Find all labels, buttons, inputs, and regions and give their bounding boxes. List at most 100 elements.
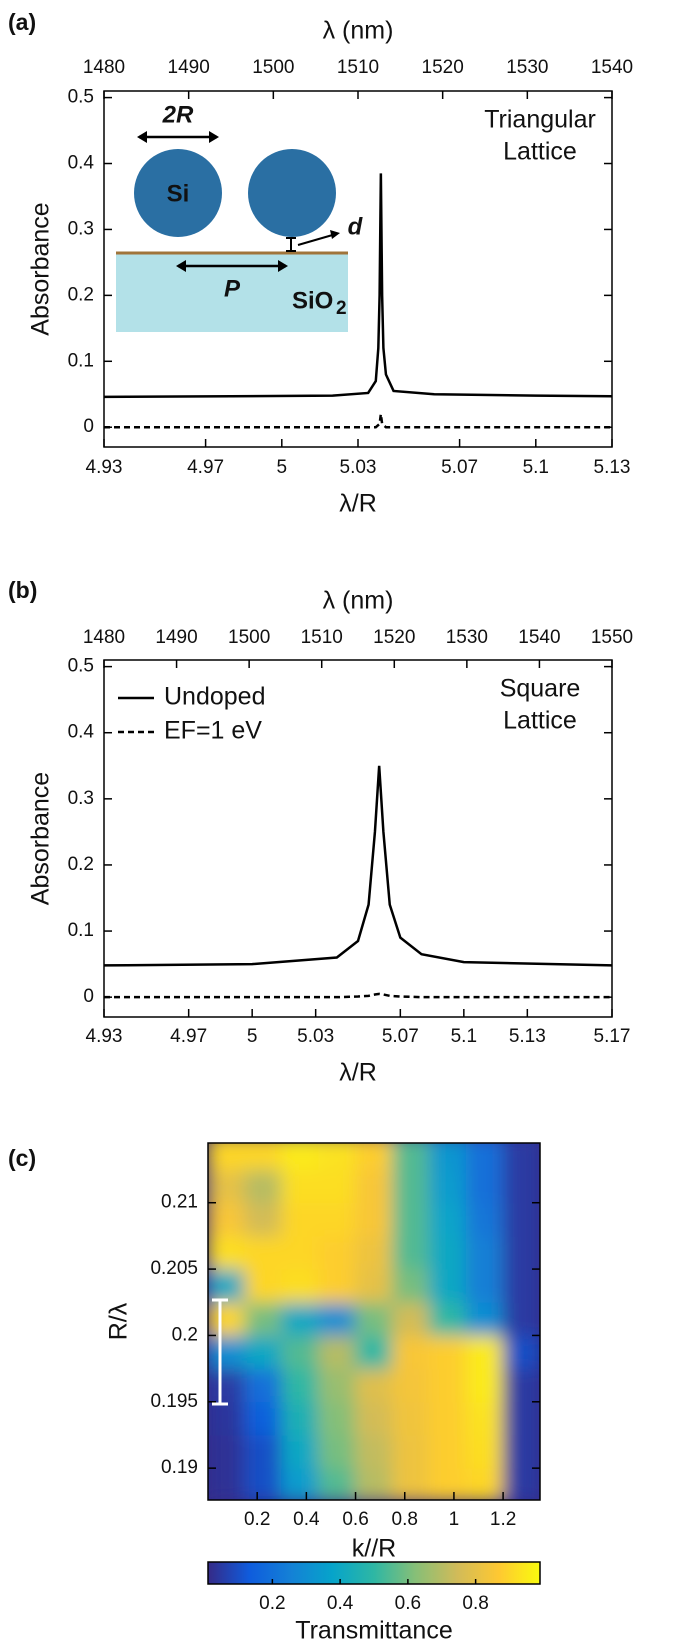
y-axis-label: Absorbance bbox=[27, 202, 55, 335]
heatmap-cell bbox=[465, 1235, 504, 1270]
x-axis-label: λ/R bbox=[339, 490, 377, 518]
heatmap-cell bbox=[208, 1235, 246, 1270]
heatmap-cell bbox=[318, 1467, 357, 1500]
y-tick-label: 0.3 bbox=[68, 218, 94, 239]
x-axis-label: k//R bbox=[352, 1535, 396, 1563]
panel-label: (c) bbox=[8, 1145, 36, 1171]
heatmap-cell bbox=[281, 1202, 320, 1237]
x-tick-label: 4.97 bbox=[170, 1026, 207, 1047]
x-tick-label: 5.13 bbox=[509, 1026, 546, 1047]
y-tick-label: 0.2 bbox=[68, 854, 94, 875]
heatmap-cell bbox=[281, 1143, 320, 1171]
heatmap-cell bbox=[281, 1467, 320, 1500]
y-tick-label: 0.195 bbox=[150, 1391, 198, 1412]
heatmap-cell bbox=[502, 1334, 540, 1370]
heatmap-cell bbox=[244, 1169, 283, 1204]
heatmap-cell bbox=[355, 1467, 393, 1500]
heatmap-cell bbox=[208, 1334, 246, 1370]
y-tick-label: 0.2 bbox=[172, 1324, 198, 1345]
x2-tick-label: 1520 bbox=[373, 627, 415, 648]
y-tick-label: 0 bbox=[83, 416, 94, 437]
heatmap-cell bbox=[428, 1143, 467, 1171]
size-label: 2R bbox=[162, 101, 194, 128]
heatmap-cell bbox=[281, 1268, 320, 1303]
colorbar-tick-label: 0.6 bbox=[395, 1593, 421, 1614]
substrate-subscript: 2 bbox=[336, 298, 347, 319]
x2-axis-label: λ (nm) bbox=[323, 587, 394, 615]
substrate-label: SiO bbox=[292, 287, 333, 314]
inset-diagram: Si 2R P d SiO 2 bbox=[116, 101, 364, 332]
x-tick-label: 1 bbox=[449, 1509, 460, 1530]
heatmap-cell bbox=[391, 1202, 430, 1237]
heatmap-cell bbox=[428, 1368, 467, 1403]
x2-tick-label: 1510 bbox=[301, 627, 343, 648]
colorbar-label: Transmittance bbox=[295, 1617, 452, 1645]
x2-tick-label: 1530 bbox=[446, 627, 488, 648]
gap-label: d bbox=[348, 213, 364, 240]
annotation: Lattice bbox=[503, 138, 577, 166]
y-tick-label: 0.19 bbox=[161, 1457, 198, 1478]
annotation: Lattice bbox=[503, 707, 577, 735]
heatmap-cell bbox=[391, 1368, 430, 1403]
heatmap-cell bbox=[318, 1268, 357, 1303]
heatmap-cell bbox=[281, 1301, 320, 1336]
y-tick-label: 0.205 bbox=[150, 1258, 198, 1279]
heatmap-cell bbox=[502, 1143, 540, 1171]
heatmap-cell bbox=[355, 1268, 393, 1303]
heatmap-cell bbox=[208, 1467, 246, 1500]
heatmap-cell bbox=[208, 1202, 246, 1237]
x2-tick-label: 1490 bbox=[155, 627, 197, 648]
heatmap-cell bbox=[428, 1401, 467, 1436]
heatmap-cell bbox=[208, 1268, 246, 1303]
x-tick-label: 5.03 bbox=[340, 457, 377, 478]
heatmap-cell bbox=[502, 1368, 540, 1403]
heatmap-cell bbox=[502, 1301, 540, 1336]
heatmap-cell bbox=[355, 1368, 393, 1403]
heatmap-cell bbox=[355, 1334, 393, 1370]
heatmap-cell bbox=[391, 1235, 430, 1270]
heatmap-cell bbox=[318, 1169, 357, 1204]
x-tick-label: 5.13 bbox=[594, 457, 631, 478]
heatmap-cell bbox=[281, 1401, 320, 1436]
x2-tick-label: 1540 bbox=[518, 627, 560, 648]
series-line bbox=[103, 173, 613, 399]
y-tick-label: 0.4 bbox=[68, 722, 95, 743]
heatmap-cell bbox=[465, 1401, 504, 1436]
heatmap-cells bbox=[208, 1143, 540, 1500]
x-tick-label: 5.1 bbox=[523, 457, 549, 478]
heatmap-cell bbox=[208, 1143, 246, 1171]
heatmap-cell bbox=[391, 1401, 430, 1436]
arrow-head bbox=[330, 230, 340, 239]
x2-axis-label: λ (nm) bbox=[323, 17, 394, 45]
heatmap-cell bbox=[244, 1368, 283, 1403]
heatmap-cell bbox=[244, 1268, 283, 1303]
heatmap-cell bbox=[391, 1301, 430, 1336]
heatmap-cell bbox=[428, 1301, 467, 1336]
colorbar-tick-label: 0.8 bbox=[462, 1593, 488, 1614]
heatmap-cell bbox=[244, 1235, 283, 1270]
heatmap-cell bbox=[465, 1334, 504, 1370]
colorbar-tick-label: 0.4 bbox=[327, 1593, 354, 1614]
heatmap-cell bbox=[208, 1301, 246, 1336]
heatmap-cell bbox=[208, 1434, 246, 1469]
heatmap-cell bbox=[244, 1334, 283, 1370]
x-tick-label: 1.2 bbox=[490, 1509, 516, 1530]
pointer bbox=[297, 233, 337, 246]
heatmap-cell bbox=[502, 1467, 540, 1500]
heatmap-cell bbox=[391, 1143, 430, 1171]
heatmap-cell bbox=[281, 1368, 320, 1403]
heatmap-cell bbox=[244, 1301, 283, 1336]
x-tick-label: 5.03 bbox=[297, 1026, 334, 1047]
heatmap-cell bbox=[281, 1169, 320, 1204]
heatmap-cell bbox=[428, 1334, 467, 1370]
heatmap-cell bbox=[208, 1368, 246, 1403]
heatmap-cell bbox=[465, 1368, 504, 1403]
arrow-heads bbox=[137, 131, 219, 143]
heatmap-cell bbox=[208, 1401, 246, 1436]
heatmap-cell bbox=[318, 1143, 357, 1171]
x-axis-label: λ/R bbox=[339, 1059, 377, 1087]
legend-label: EF=1 eV bbox=[164, 717, 262, 745]
heatmap-cell bbox=[391, 1434, 430, 1469]
x-tick-label: 0.2 bbox=[244, 1509, 270, 1530]
heatmap-cell bbox=[391, 1169, 430, 1204]
